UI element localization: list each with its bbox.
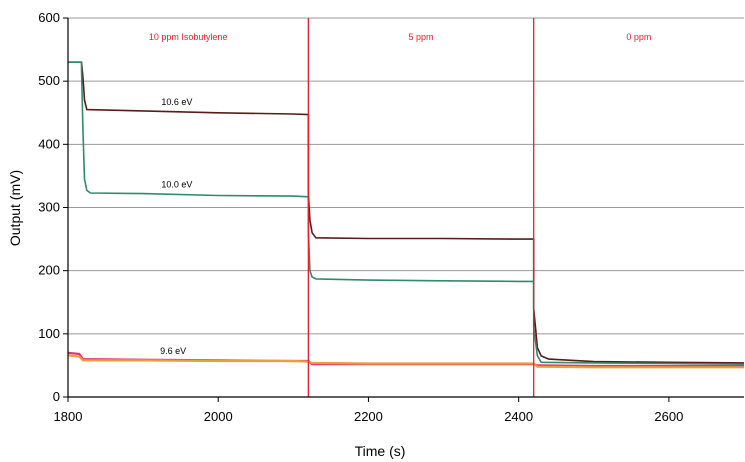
x-tick-labels: 1800 2000 2200 2400 2600 <box>54 409 684 424</box>
region-label: 0 ppm <box>626 32 651 42</box>
gridlines <box>68 17 744 335</box>
y-tick-label: 300 <box>38 200 60 215</box>
y-tick-labels: 0 100 200 300 400 500 600 <box>38 10 60 404</box>
y-tick-label: 500 <box>38 73 60 88</box>
y-tick-label: 200 <box>38 263 60 278</box>
series-label: 10.6 eV <box>161 97 192 107</box>
y-axis-title: Output (mV) <box>7 170 23 246</box>
series-lines <box>67 61 745 369</box>
x-tick-label: 2000 <box>204 409 233 424</box>
x-axis-title: Time (s) <box>355 443 406 459</box>
x-tick-label: 2600 <box>654 409 683 424</box>
y-tick-label: 400 <box>38 136 60 151</box>
region-markers <box>307 18 535 397</box>
series-label: 9.6 eV <box>160 346 186 356</box>
axes <box>63 17 744 402</box>
y-tick-label: 100 <box>38 326 60 341</box>
y-tick-label: 0 <box>53 389 60 404</box>
series-line-10.0 <box>68 61 745 365</box>
region-label: 5 ppm <box>409 32 434 42</box>
series-line-10.6 <box>68 61 745 364</box>
series-label: 10.0 eV <box>161 179 192 189</box>
x-tick-label: 1800 <box>54 409 83 424</box>
annotations: 10 ppm Isobutylene 5 ppm 0 ppm 10.6 eV 10.0 … <box>149 32 651 356</box>
x-tick-label: 2200 <box>354 409 383 424</box>
series-line-9.6-b <box>67 354 744 369</box>
region-label: 10 ppm Isobutylene <box>149 32 228 42</box>
x-tick-label: 2400 <box>504 409 533 424</box>
y-tick-label: 600 <box>38 10 60 25</box>
